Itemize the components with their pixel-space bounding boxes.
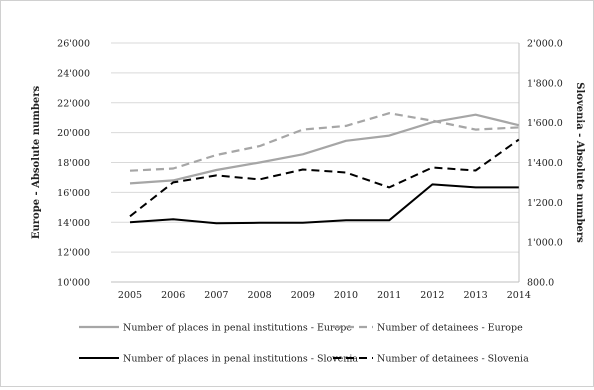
- y-right-tick-label: 1'400.0: [527, 158, 563, 169]
- y-right-tick-label: 2'000.0: [527, 39, 563, 50]
- x-tick-label: 2009: [291, 290, 315, 301]
- y-left-tick-label: 24'000: [57, 68, 90, 79]
- x-tick-label: 2008: [248, 290, 272, 301]
- x-tick-label: 2012: [420, 290, 444, 301]
- y-left-tick-label: 12'000: [57, 248, 90, 259]
- legend-label: Number of detainees - Europe: [377, 323, 523, 334]
- series-line-2: [129, 112, 519, 172]
- x-tick-label: 2007: [204, 290, 228, 301]
- y-left-tick-label: 14'000: [57, 218, 90, 229]
- y-axis-left-title: Europe - Absolute numbers: [31, 86, 42, 240]
- y-right-tick-label: 800.0: [527, 278, 554, 289]
- axes: [111, 43, 520, 283]
- y-left-tick-label: 22'000: [57, 98, 90, 109]
- y-axis-right-title: Slovenia - Absolute numbers: [574, 82, 585, 243]
- x-tick-label: 2013: [464, 290, 488, 301]
- gridlines: [111, 42, 519, 283]
- x-tick-label: 2011: [377, 290, 401, 301]
- series-line-3: [129, 183, 519, 225]
- series-line-4: [129, 138, 520, 218]
- y-right-tick-label: 1'800.0: [527, 78, 563, 89]
- x-tick-label: 2006: [161, 290, 185, 301]
- x-tick-label: 2005: [118, 290, 142, 301]
- legend: Number of places in penal institutions -…: [79, 323, 529, 365]
- legend-label: Number of places in penal institutions -…: [123, 323, 352, 334]
- x-tick-label: 2014: [507, 290, 531, 301]
- y-left-tick-label: 20'000: [57, 128, 90, 139]
- series-lines: [129, 112, 520, 225]
- y-right-tick-label: 1'200.0: [527, 198, 563, 209]
- y-left-tick-label: 18'000: [57, 158, 90, 169]
- y-right-tick-label: 1'600.0: [527, 118, 563, 129]
- tick-labels: 10'000 12'000 14'000 16'000 18'000 20'000 22'0…: [57, 39, 563, 302]
- legend-label: Number of detainees - Slovenia: [377, 354, 529, 365]
- y-right-tick-label: 1'000.0: [527, 238, 563, 249]
- y-left-tick-label: 10'000: [57, 278, 90, 289]
- series-line-1: [129, 113, 520, 185]
- legend-label: Number of places in penal institutions -…: [123, 354, 358, 365]
- y-left-tick-label: 16'000: [57, 188, 90, 199]
- y-left-tick-label: 26'000: [57, 39, 90, 50]
- x-tick-label: 2010: [334, 290, 358, 301]
